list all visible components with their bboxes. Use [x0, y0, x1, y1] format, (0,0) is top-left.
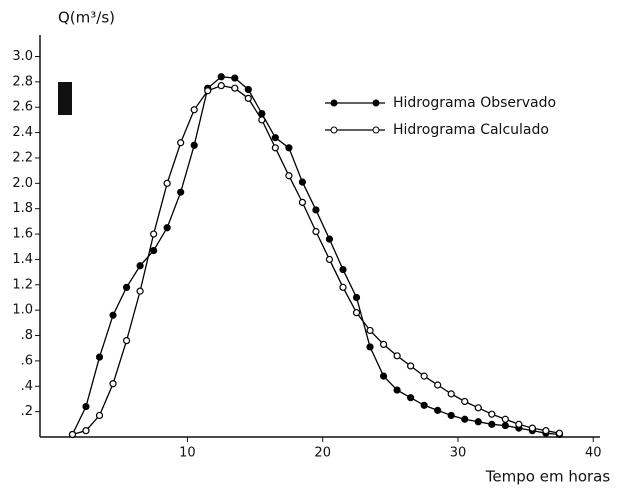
data-point: [393, 352, 401, 360]
data-point: [325, 255, 334, 264]
data-point: [339, 265, 347, 274]
data-point: [271, 144, 279, 152]
data-point: [515, 420, 523, 428]
y-tick-label: 1.6: [12, 227, 33, 242]
data-point: [407, 362, 415, 370]
data-point: [434, 406, 442, 414]
data-point: [95, 411, 104, 420]
x-tick-label: 40: [585, 446, 602, 461]
data-point: [488, 410, 496, 418]
data-point: [379, 372, 388, 380]
data-point: [109, 311, 117, 319]
data-point: [420, 372, 428, 380]
legend-marker: [372, 126, 380, 134]
data-point: [461, 415, 469, 423]
y-tick-label: 2.2: [12, 150, 33, 165]
legend-marker: [330, 99, 338, 107]
y-tick-label: .6: [21, 353, 33, 368]
data-point: [434, 381, 442, 389]
data-point: [366, 326, 374, 335]
y-tick-label: .4: [21, 379, 33, 394]
legend-marker: [372, 99, 380, 107]
data-point: [352, 309, 361, 317]
y-tick-label: .8: [21, 328, 33, 343]
data-point: [325, 235, 334, 243]
data-point: [501, 415, 509, 423]
data-point: [366, 343, 374, 351]
data-point: [298, 198, 307, 206]
data-point: [82, 427, 90, 435]
x-tick-label: 10: [179, 446, 196, 461]
data-point: [244, 94, 252, 102]
data-point: [258, 116, 266, 124]
data-point: [407, 394, 415, 402]
data-point: [447, 411, 455, 420]
data-point: [542, 427, 550, 435]
data-point: [393, 386, 401, 394]
data-point: [420, 401, 428, 409]
data-point: [122, 337, 131, 345]
data-point: [312, 227, 320, 236]
ink-mark: [58, 82, 72, 115]
data-point: [177, 139, 185, 147]
data-point: [339, 283, 347, 291]
data-point: [447, 390, 455, 398]
data-point: [177, 188, 185, 196]
data-point: [501, 421, 509, 430]
data-point: [204, 87, 212, 95]
data-point: [163, 179, 171, 187]
data-point: [163, 224, 171, 232]
y-tick-label: 1.8: [12, 201, 33, 216]
data-point: [68, 430, 77, 439]
data-point: [136, 262, 144, 270]
data-point: [231, 84, 239, 92]
data-point: [312, 206, 320, 214]
data-point: [150, 230, 158, 238]
x-tick-label: 30: [450, 446, 467, 461]
data-point: [190, 141, 198, 149]
data-point: [474, 404, 482, 412]
data-point: [150, 246, 158, 255]
data-point: [298, 178, 307, 186]
data-point: [488, 420, 496, 428]
y-tick-label: 3.0: [12, 49, 33, 64]
data-point: [461, 397, 469, 406]
data-point: [95, 353, 104, 361]
data-point: [217, 82, 225, 90]
data-point: [555, 429, 564, 437]
data-point: [231, 74, 239, 82]
legend-label: Hidrograma Calculado: [393, 122, 549, 138]
y-tick-label: .2: [21, 404, 33, 419]
data-point: [285, 172, 293, 180]
data-point: [271, 134, 279, 142]
y-axis-title: Q(m³/s): [58, 9, 115, 27]
x-axis-title: Tempo em horas: [485, 468, 611, 486]
data-point: [474, 418, 482, 426]
legend-marker: [330, 126, 338, 134]
data-point: [528, 424, 536, 432]
data-point: [379, 340, 388, 349]
data-point: [217, 73, 225, 81]
data-point: [285, 144, 293, 152]
y-tick-label: 1.4: [12, 252, 33, 267]
data-point: [122, 283, 131, 291]
data-point: [190, 106, 198, 114]
data-point: [109, 380, 117, 388]
y-tick-label: 1.2: [12, 277, 33, 292]
y-tick-label: 2.6: [12, 100, 33, 115]
data-point: [352, 293, 361, 302]
y-tick-label: 1.0: [12, 303, 33, 318]
y-tick-label: 2.0: [12, 176, 33, 191]
data-point: [82, 402, 90, 411]
y-tick-label: 2.4: [12, 125, 33, 140]
y-tick-label: 2.8: [12, 74, 33, 89]
x-tick-label: 20: [314, 446, 331, 461]
data-point: [244, 85, 252, 94]
data-point: [136, 287, 144, 295]
legend-label: Hidrograma Observado: [393, 95, 556, 111]
